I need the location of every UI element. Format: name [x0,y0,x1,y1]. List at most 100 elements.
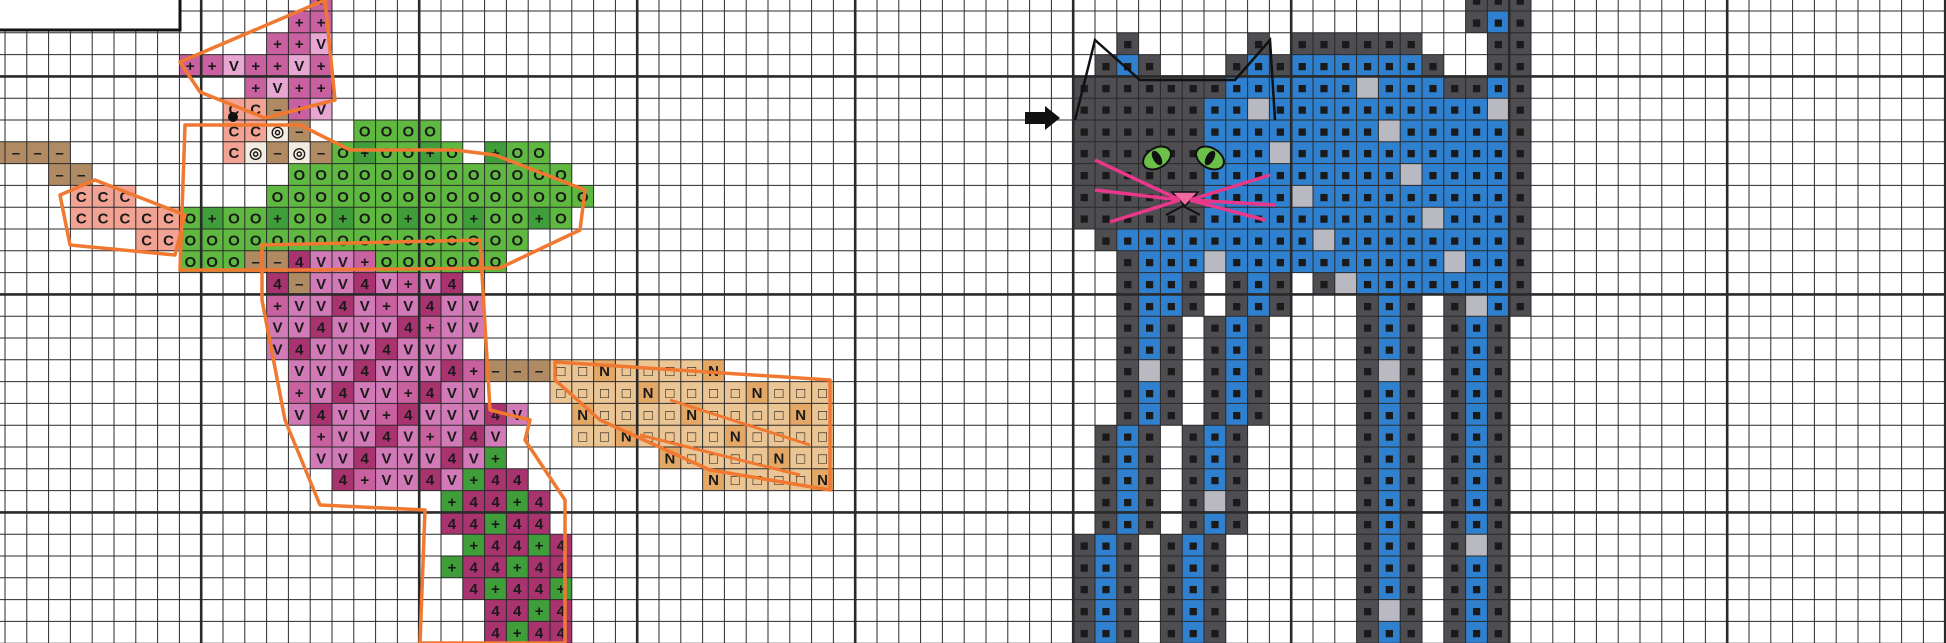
cat-cell [1138,338,1161,360]
cat-cell [1073,163,1095,186]
witch-dress-symbol: V [403,341,413,358]
witch-cape-symbol: O [272,232,284,249]
cat-symbol: ■ [1363,559,1372,576]
witch-hat-cell [310,32,332,55]
witch-cape-symbol: O [359,123,371,140]
broom-bristles-symbol: □ [753,450,762,467]
cat-cell [1116,338,1139,360]
cat-symbol: ■ [1494,559,1503,576]
witch-cape-cell [223,207,245,229]
cat-symbol: ■ [1363,341,1372,358]
cat-symbol: ■ [1210,407,1219,424]
cat-symbol: ■ [1494,0,1503,10]
cat-cell [1334,207,1357,229]
witch-leg-symbol: + [557,581,566,598]
cat-cell [1400,120,1422,142]
cat-symbol: ■ [1407,603,1416,620]
cat-cell [1160,577,1183,600]
cat-cell [1291,141,1313,164]
cat-symbol: ■ [1167,581,1176,598]
cat-symbol: ■ [1472,603,1481,620]
witch-leg-symbol: + [491,516,500,533]
cat-symbol: ■ [1407,80,1416,97]
cat-cell [1160,381,1183,404]
cat-symbol: ■ [1145,472,1154,489]
witch-cape-cell [353,207,376,229]
cat-symbol: ■ [1516,189,1525,206]
broom-bristles-symbol: □ [818,407,827,424]
cat-symbol: ■ [1494,341,1503,358]
cat-symbol: ■ [1428,232,1437,249]
cat-cell [1291,207,1313,229]
cat-cell [1356,141,1379,164]
witch-dress-cell [288,403,311,426]
cat-cell [1465,250,1488,273]
cat-symbol: ■ [1363,145,1372,162]
cat-symbol: ■ [1450,145,1459,162]
cat-cell [1378,534,1401,556]
cat-symbol: ■ [1232,123,1241,140]
cat-cell [1378,250,1401,273]
cat-symbol: ■ [1385,581,1394,598]
cat-symbol: ■ [1232,385,1241,402]
witch-cape-cell [179,207,202,229]
witch-dress-cell [375,468,398,491]
cat-symbol: ■ [1385,167,1394,184]
witch-hair-symbol: – [317,145,325,162]
cat-symbol: ■ [1145,450,1154,467]
cat-cell [1095,512,1117,535]
witch-dress-symbol: + [426,429,435,446]
cat-cell [1334,76,1357,99]
cat-symbol: ■ [1123,102,1132,119]
witch-cape-symbol: O [490,189,502,206]
cat-symbol: ■ [1450,363,1459,380]
cat-symbol: ■ [1472,450,1481,467]
broom-bristles-cell [746,403,768,426]
cat-symbol: ■ [1167,167,1176,184]
cat-whisker [1109,198,1181,224]
cat-symbol: ■ [1472,341,1481,358]
witch-leg-cell [441,512,463,535]
witch-cape-cell [375,250,398,273]
witch-hat-cell [266,54,289,77]
cat-cell [1073,599,1095,622]
cat-symbol: ■ [1363,472,1372,489]
cat-cell [1356,403,1379,426]
cat-cell [1465,556,1488,578]
cat-symbol: ■ [1189,254,1198,271]
cat-symbol: ■ [1494,494,1503,511]
cat-symbol: ■ [1123,603,1132,620]
cat-symbol: ■ [1145,102,1154,119]
broom-bristles-cell [702,381,725,404]
cat-symbol: ■ [1276,232,1285,249]
witch-leg-symbol: + [535,538,544,555]
cat-cell [1465,76,1488,99]
cat-cell [1095,577,1117,600]
cat-cell [1443,425,1466,447]
cat-cell [1138,120,1161,142]
broom-bristles-cell [768,468,790,491]
cat-cell [1160,207,1183,229]
cat-symbol: ■ [1210,538,1219,555]
witch-face-symbol: C [228,145,239,162]
witch-cape-cell [397,185,420,208]
cat-symbol: ■ [1494,276,1503,293]
cat-symbol: ■ [1123,80,1132,97]
witch-dress-symbol: 4 [448,450,457,467]
cat-cell [1291,76,1313,99]
cat-symbol: ■ [1101,559,1110,576]
witch-dress-cell [441,403,463,426]
witch-dress-cell [353,359,376,382]
cat-symbol: ■ [1210,472,1219,489]
cat-cell [1225,403,1248,426]
cat-symbol: ■ [1450,625,1459,642]
witch-dress-cell [266,294,289,317]
broom-bristles-symbol: □ [796,385,805,402]
witch-cape-cell [462,185,485,208]
cat-symbol: ■ [1080,538,1089,555]
witch-cape-cell [332,163,354,186]
cat-cell [1465,229,1488,251]
cat-symbol: ■ [1101,494,1110,511]
witch-cape-symbol: + [404,211,413,228]
witch-cape-cell [419,185,441,208]
